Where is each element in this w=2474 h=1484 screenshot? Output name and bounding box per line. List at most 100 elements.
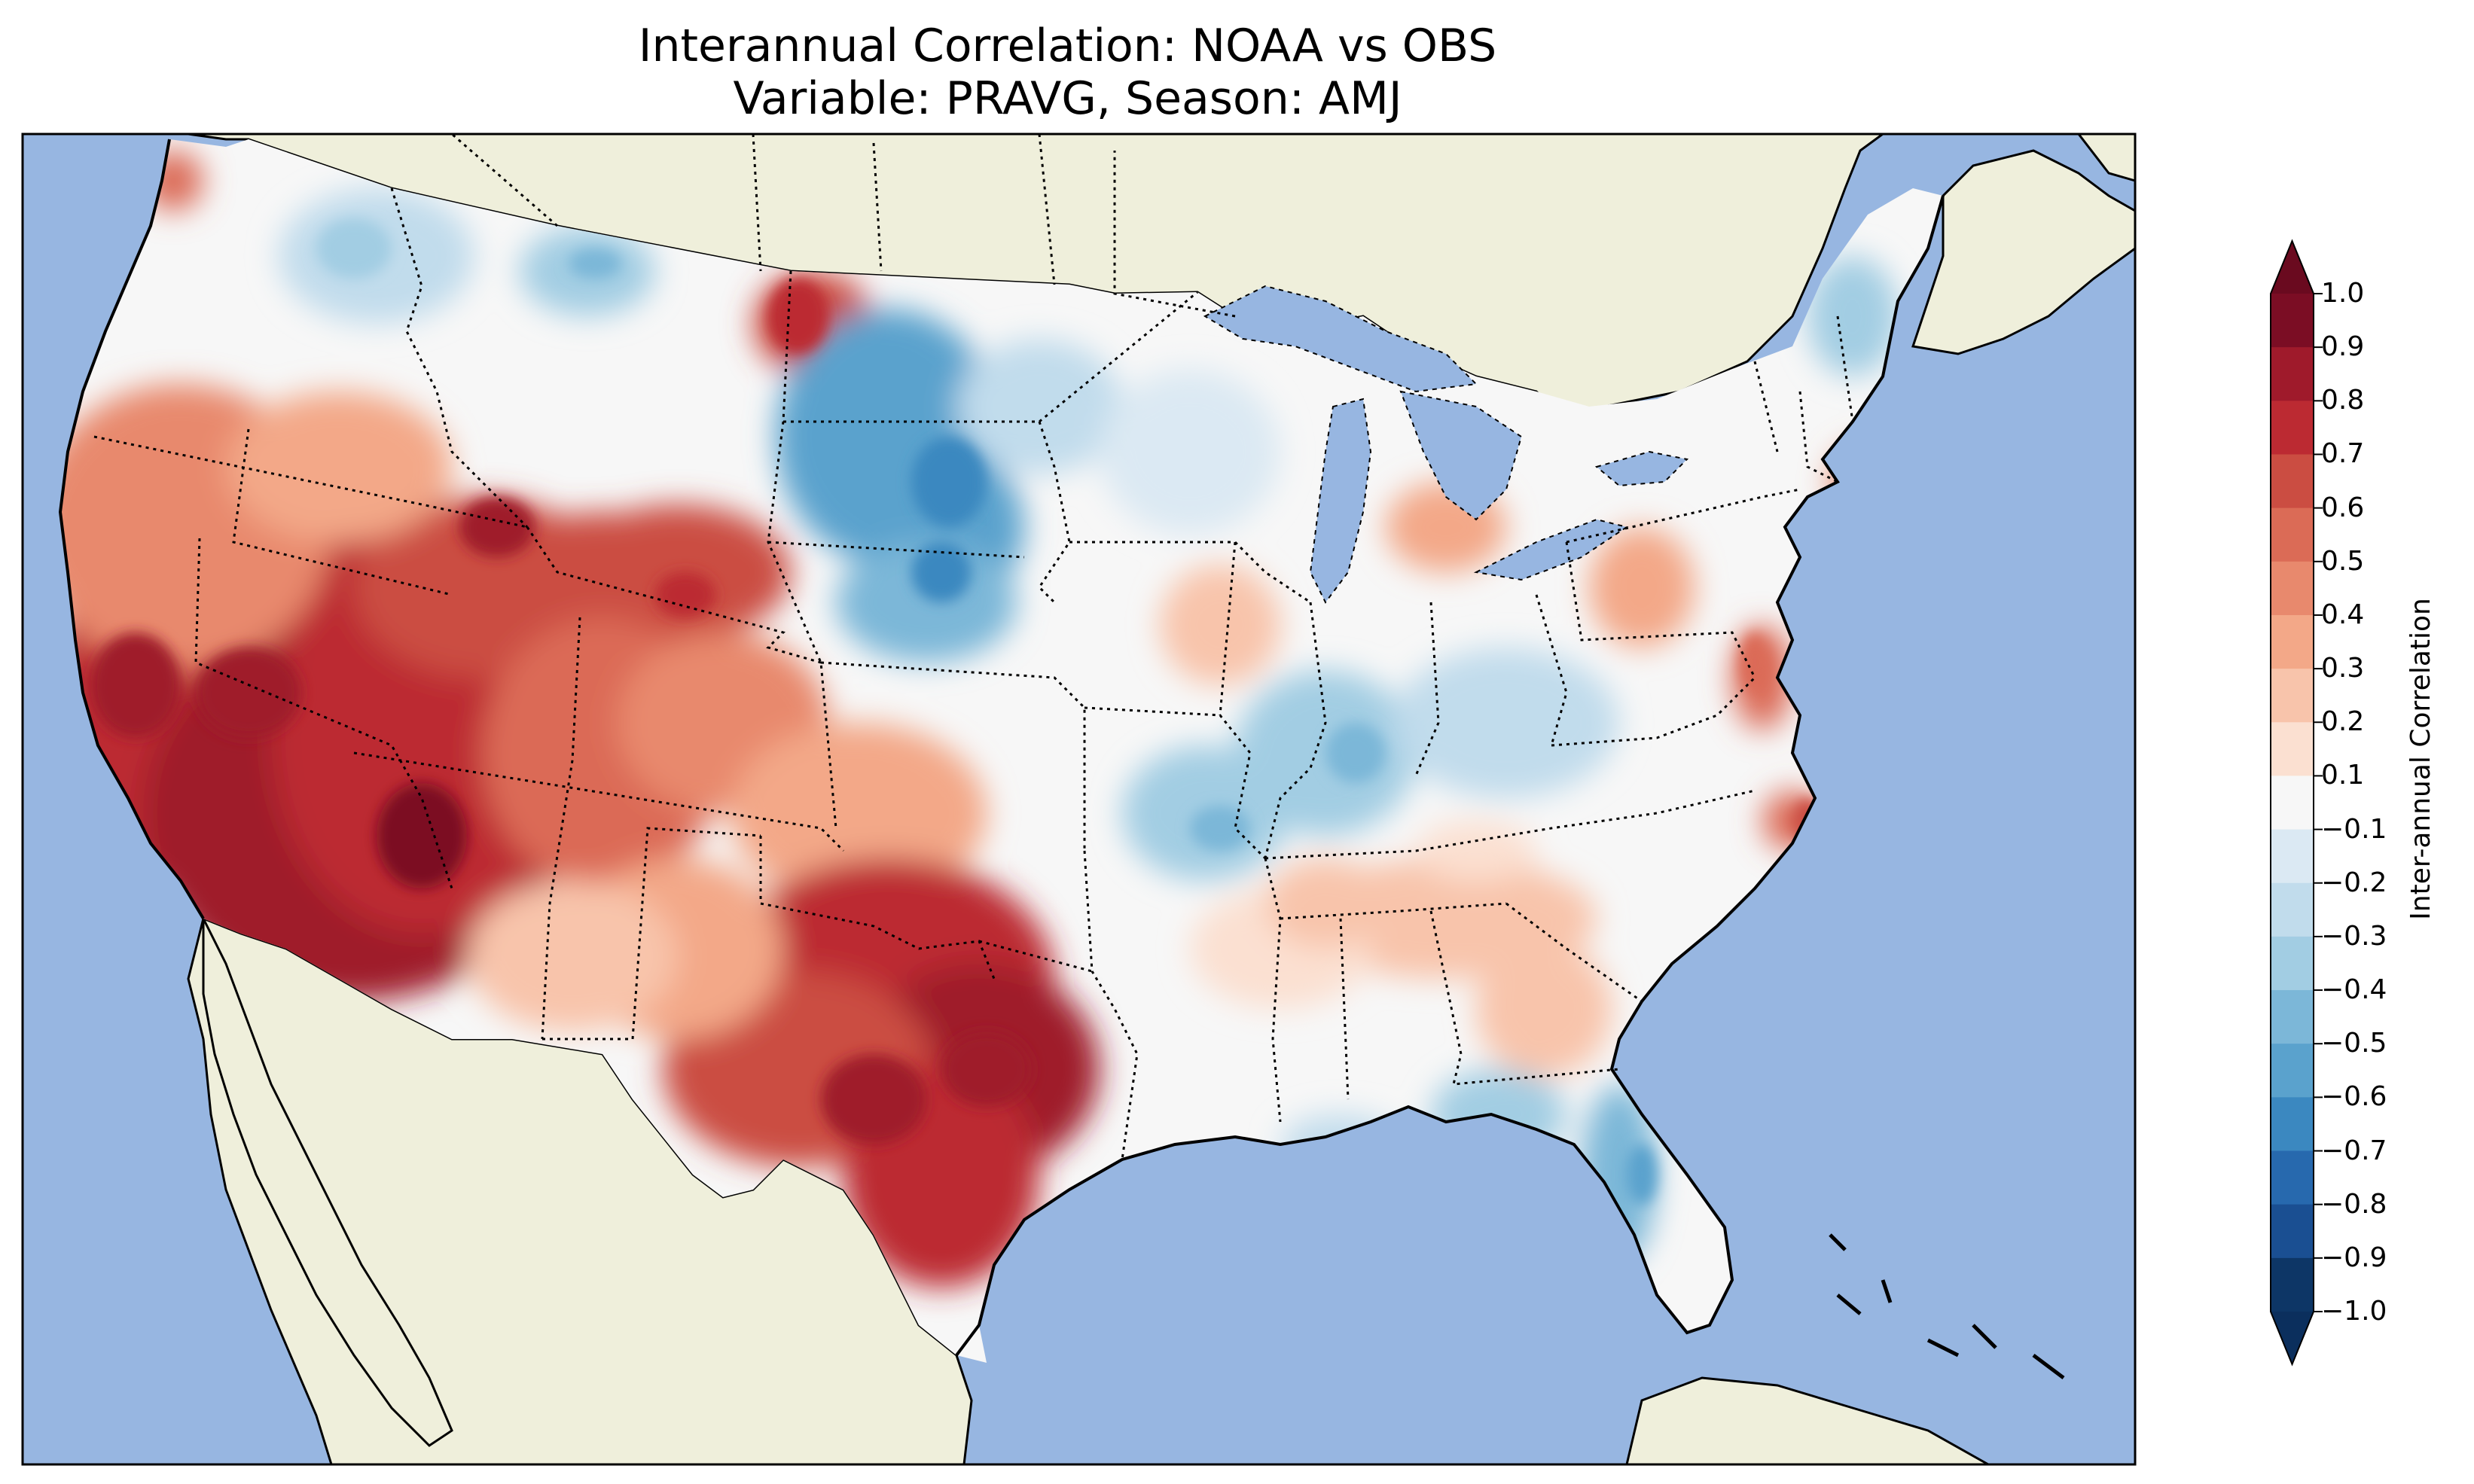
colorbar-tick-label: 0.6 [2321,492,2365,523]
colorbar-band [2271,1044,2314,1098]
us-outline [58,139,1945,1357]
colorbar-tick-label: −0.6 [2321,1081,2387,1113]
correlation-patch [569,248,621,279]
colorbar-band [2271,882,2314,937]
state-border [232,428,453,596]
state-border [353,751,845,852]
colorbar-label: Inter-annual Correlation [2405,598,2436,920]
map-frame [21,133,2137,1466]
colorbar-band [2271,990,2314,1044]
correlation-field [60,139,1943,1363]
colorbar-tick-label: 0.9 [2321,331,2365,363]
state-border [542,827,761,1041]
state-border [541,617,581,1040]
correlation-patch [731,723,987,904]
baja-california-land [202,918,453,1447]
correlation-patch [565,504,791,640]
state-border [1264,858,1282,1123]
colorbar-band [2271,1204,2314,1259]
correlation-patch [1627,1144,1657,1205]
correlation-patch [377,783,467,888]
colorbar [2270,239,2323,1367]
colorbar-tick-label: −0.1 [2321,813,2387,845]
colorbar-band [2271,507,2314,562]
state-border [194,538,453,889]
colorbar-tick-label: −0.4 [2321,974,2387,1006]
colorbar-band [2271,776,2314,830]
colorbar-band [2271,669,2314,723]
colorbar-band [2271,614,2314,669]
colorbar-extend-min [2271,1312,2314,1364]
state-border [1280,902,1507,920]
colorbar-tick-label: −0.2 [2321,867,2387,898]
correlation-patch [911,542,972,602]
colorbar-band [2271,1150,2314,1205]
colorbar-tick-label: −0.9 [2321,1242,2387,1273]
correlation-patch [911,437,987,527]
colorbar-tick-label: −0.5 [2321,1028,2387,1059]
bahamas-land [1829,1233,2065,1379]
correlation-patch [90,632,181,738]
state-border [1264,789,1756,860]
colorbar-extend-max [2271,241,2314,294]
state-border [1219,541,1237,716]
state-border [390,187,529,529]
state-border [1339,918,1350,1100]
correlation-patch [1476,941,1612,1077]
colorbar-tick-label: 0.8 [2321,385,2365,416]
state-border [1113,151,1236,318]
correlation-patch [1807,256,1898,376]
correlation-patch [1160,565,1280,685]
colorbar-tick-label: −0.7 [2321,1135,2387,1166]
correlation-patch [316,218,392,279]
correlation-patch [655,572,715,617]
correlation-patch [1100,369,1280,535]
state-border [752,134,762,272]
colorbar-tick-label: 0.2 [2321,706,2365,738]
correlation-patch [956,339,1122,474]
correlation-patch [1265,858,1386,949]
colorbar-band [2271,936,2314,991]
colorbar-tick-label: 0.4 [2321,599,2365,630]
chart-title: Interannual Correlation: NOAA vs OBS [638,20,1497,72]
colorbar-band [2271,829,2314,884]
correlation-patch [1190,806,1250,851]
colorbar-tick-label: −1.0 [2321,1296,2387,1327]
colorbar-tick-label: 0.1 [2321,760,2365,791]
state-border [1414,602,1440,776]
colorbar-band [2271,561,2314,616]
colorbar-band [2271,454,2314,509]
state-border [526,526,822,664]
colorbar-band [2271,722,2314,777]
colorbar-tick-label: 0.7 [2321,438,2365,470]
correlation-patch [459,497,535,557]
colorbar-band [2271,294,2314,348]
state-border [451,134,558,227]
state-border [1084,706,1267,860]
state-border [1565,541,1756,678]
state-border [872,142,883,272]
correlation-patch [467,881,678,1031]
cuba-land [1625,1376,1991,1464]
state-border [1083,850,1139,1160]
correlation-patch [226,392,452,542]
maritimes-land [1911,149,2135,355]
colorbar-tick-label: −0.3 [2321,920,2387,952]
state-border [1798,391,1838,483]
lake-superior [1203,285,1478,393]
state-border [1069,541,1311,604]
correlation-patch [1325,723,1386,783]
colorbar-tick-label: 1.0 [2321,278,2365,309]
state-border [1753,361,1779,453]
lake-michigan [1309,398,1372,604]
correlation-patch [821,1054,926,1144]
state-border [1566,488,1801,544]
state-border [1505,902,1643,1003]
colorbar-tick-label: 0.5 [2321,545,2365,577]
correlation-patch [941,1031,1032,1107]
state-border [783,420,1071,604]
correlation-patch [196,648,301,738]
colorbar-tick-label: 0.3 [2321,653,2365,684]
great-lakes [1203,285,1689,604]
